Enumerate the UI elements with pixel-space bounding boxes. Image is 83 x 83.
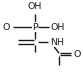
Text: NH: NH [50, 38, 64, 47]
Text: P: P [32, 23, 38, 32]
Text: OH: OH [50, 23, 65, 32]
Text: O: O [2, 23, 10, 32]
Text: OH: OH [28, 2, 42, 11]
Text: O: O [73, 50, 81, 59]
